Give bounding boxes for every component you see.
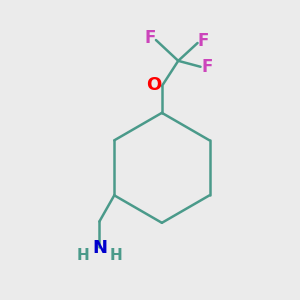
Text: F: F: [201, 58, 213, 76]
Text: F: F: [197, 32, 208, 50]
Text: H: H: [77, 248, 89, 262]
Text: H: H: [110, 248, 122, 262]
Text: F: F: [145, 29, 156, 47]
Text: O: O: [146, 76, 161, 94]
Text: N: N: [92, 239, 107, 257]
